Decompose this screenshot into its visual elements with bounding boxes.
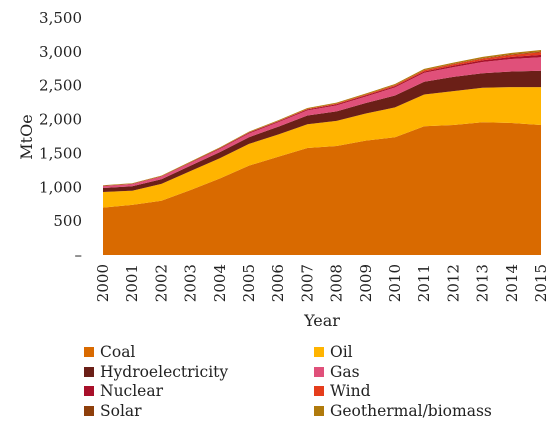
legend-item-wind: Wind [314, 381, 371, 401]
x-tick-label: 2006 [269, 264, 287, 302]
x-tick-label: 2014 [503, 264, 521, 302]
legend-label: Geothermal/biomass [330, 401, 492, 420]
x-tick-label: 2005 [240, 264, 258, 302]
legend-label: Wind [330, 382, 371, 400]
y-tick-label: 1,500 [39, 144, 82, 162]
x-tick-label: 2012 [444, 264, 462, 302]
legend-item-coal: Coal [84, 342, 135, 362]
legend-label: Coal [100, 343, 136, 361]
legend-item-oil: Oil [314, 342, 353, 362]
legend-label: Gas [330, 362, 360, 381]
x-tick-label: 2001 [123, 264, 141, 302]
legend-label: Oil [330, 343, 353, 361]
x-axis-title: Year [303, 311, 340, 330]
legend-swatch [314, 405, 324, 416]
x-tick-label: 2000 [94, 264, 112, 302]
legend-item-nuclear: Nuclear [84, 381, 163, 401]
y-tick-label: 1,000 [39, 178, 82, 196]
legend-swatch [84, 366, 94, 377]
y-tick-label: 3,500 [39, 9, 82, 27]
legend-item-hydroelectricity: Hydroelectricity [84, 362, 228, 382]
x-tick-label: 2004 [211, 264, 229, 302]
legend-swatch [314, 347, 324, 357]
x-tick-label: 2008 [328, 264, 346, 302]
y-axis-title: MtOe [17, 114, 36, 159]
x-tick-label: 2003 [182, 264, 200, 302]
area-hydroelectricity [103, 70, 541, 192]
legend-item-gas: Gas [314, 362, 360, 382]
legend-swatch [314, 366, 324, 377]
legend-swatch [84, 386, 94, 396]
legend-swatch [314, 386, 324, 396]
area-gas [103, 57, 541, 188]
x-tick-label: 2013 [474, 264, 492, 302]
legend-label: Hydroelectricity [100, 362, 229, 381]
y-tick-label: 2,500 [39, 77, 82, 95]
legend-swatch [84, 347, 94, 357]
legend-label: Nuclear [100, 382, 164, 400]
x-tick-label: 2007 [298, 264, 316, 302]
legend-label: Solar [100, 401, 142, 420]
legend-item-solar: Solar [84, 401, 142, 421]
y-tick-label: 2,000 [39, 111, 82, 129]
legend-item-geothermal-biomass: Geothermal/biomass [314, 401, 492, 421]
stacked-area-chart: – 500 1,000 1,500 2,000 2,500 3,000 3,500 2000 20… [17, 9, 550, 330]
y-tick-label: 3,000 [39, 43, 82, 61]
x-tick-label: 2010 [386, 264, 404, 302]
legend-swatch [84, 405, 94, 416]
area-coal [103, 122, 541, 255]
x-tick-label: 2009 [357, 264, 375, 302]
y-tick-label: – [75, 246, 83, 264]
x-tick-label: 2002 [152, 264, 170, 302]
area-oil [103, 87, 541, 208]
x-tick-label: 2015 [532, 264, 550, 302]
x-tick-label: 2011 [415, 264, 433, 302]
y-tick-label: 500 [53, 212, 82, 230]
